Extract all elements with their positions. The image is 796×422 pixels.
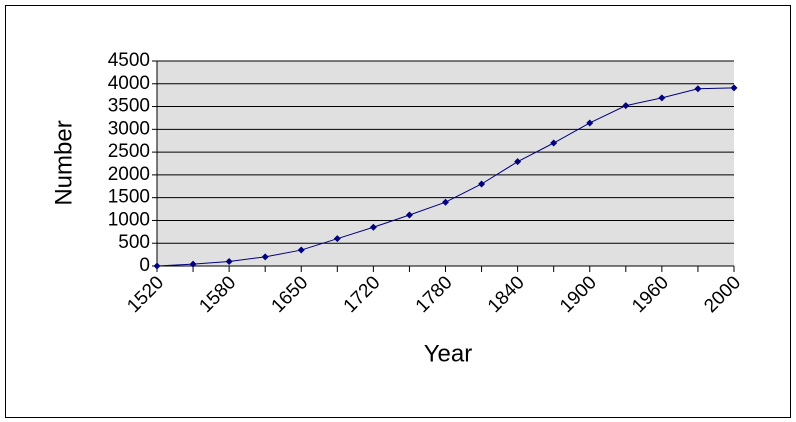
marker bbox=[405, 211, 413, 219]
y-tick-label: 1500 bbox=[108, 187, 150, 208]
marker bbox=[261, 253, 269, 261]
marker bbox=[442, 198, 449, 206]
plot-area bbox=[157, 61, 734, 266]
marker bbox=[586, 119, 594, 127]
marker bbox=[333, 235, 341, 243]
y-tick-label: 1000 bbox=[108, 209, 150, 230]
y-axis-title: Number bbox=[50, 120, 77, 205]
y-tick-label: 2500 bbox=[108, 141, 150, 162]
y-tick-label: 500 bbox=[118, 232, 150, 253]
marker bbox=[297, 246, 305, 254]
marker bbox=[189, 260, 197, 268]
y-tick-label: 3500 bbox=[108, 96, 150, 117]
x-axis-title: Year bbox=[424, 340, 473, 367]
marker bbox=[514, 158, 522, 166]
marker bbox=[730, 84, 738, 92]
marker bbox=[478, 180, 486, 188]
y-tick-label: 3000 bbox=[108, 118, 150, 139]
marker bbox=[622, 102, 630, 110]
marker bbox=[225, 257, 233, 265]
y-tick-label: 4500 bbox=[108, 50, 150, 71]
marker bbox=[658, 94, 666, 102]
y-tick-label: 0 bbox=[139, 255, 150, 276]
y-tick-label: 2000 bbox=[108, 164, 150, 185]
marker bbox=[694, 85, 702, 93]
y-tick-label: 4000 bbox=[108, 73, 150, 94]
marker bbox=[369, 223, 377, 231]
marker bbox=[153, 262, 161, 270]
marker bbox=[550, 139, 558, 147]
